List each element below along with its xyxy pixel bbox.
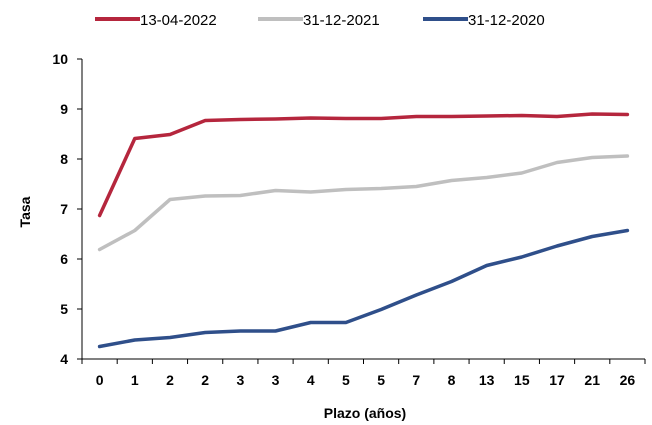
series-line-31-12-2021	[97, 154, 630, 252]
y-tick-label: 8	[60, 151, 68, 167]
x-tick-label: 0	[96, 372, 104, 388]
y-tick-label: 4	[60, 351, 68, 367]
y-axis-title: Tasa	[17, 196, 33, 227]
x-tick-label: 15	[514, 372, 530, 388]
x-tick-label: 2	[201, 372, 209, 388]
x-tick-label: 8	[448, 372, 456, 388]
x-tick-labels: 0 1 2 2 3 3 4 5 5 7 8 13 15 17 21 26	[96, 372, 636, 388]
y-tick-label: 5	[60, 301, 68, 317]
x-tick-label: 2	[166, 372, 174, 388]
x-tick-label: 26	[620, 372, 636, 388]
x-tick-label: 7	[412, 372, 420, 388]
x-axis-title: Plazo (años)	[324, 405, 406, 421]
x-tick-label: 3	[236, 372, 244, 388]
y-tick-labels: 4 5 6 7 8 9 10	[52, 51, 68, 367]
x-tick-label: 4	[307, 372, 315, 388]
series-line-31-12-2020	[97, 228, 630, 349]
legend-label: 13-04-2022	[140, 12, 217, 29]
y-tick-label: 10	[52, 51, 68, 67]
series-line-13-04-2022	[97, 112, 630, 218]
series-lines	[97, 112, 630, 349]
x-tick-label: 1	[131, 372, 139, 388]
x-tick-label: 5	[377, 372, 385, 388]
x-tick-label: 17	[549, 372, 565, 388]
legend-label: 31-12-2021	[303, 12, 380, 29]
y-tick-label: 9	[60, 101, 68, 117]
legend-label: 31-12-2020	[468, 12, 545, 29]
x-tick-label: 13	[479, 372, 495, 388]
x-tick-label: 21	[584, 372, 600, 388]
y-tick-label: 7	[60, 201, 68, 217]
x-tick-label: 3	[272, 372, 280, 388]
legend: 13-04-2022 31-12-2021 31-12-2020	[95, 12, 545, 29]
y-tick-label: 6	[60, 251, 68, 267]
axes	[77, 58, 646, 364]
x-tick-label: 5	[342, 372, 350, 388]
